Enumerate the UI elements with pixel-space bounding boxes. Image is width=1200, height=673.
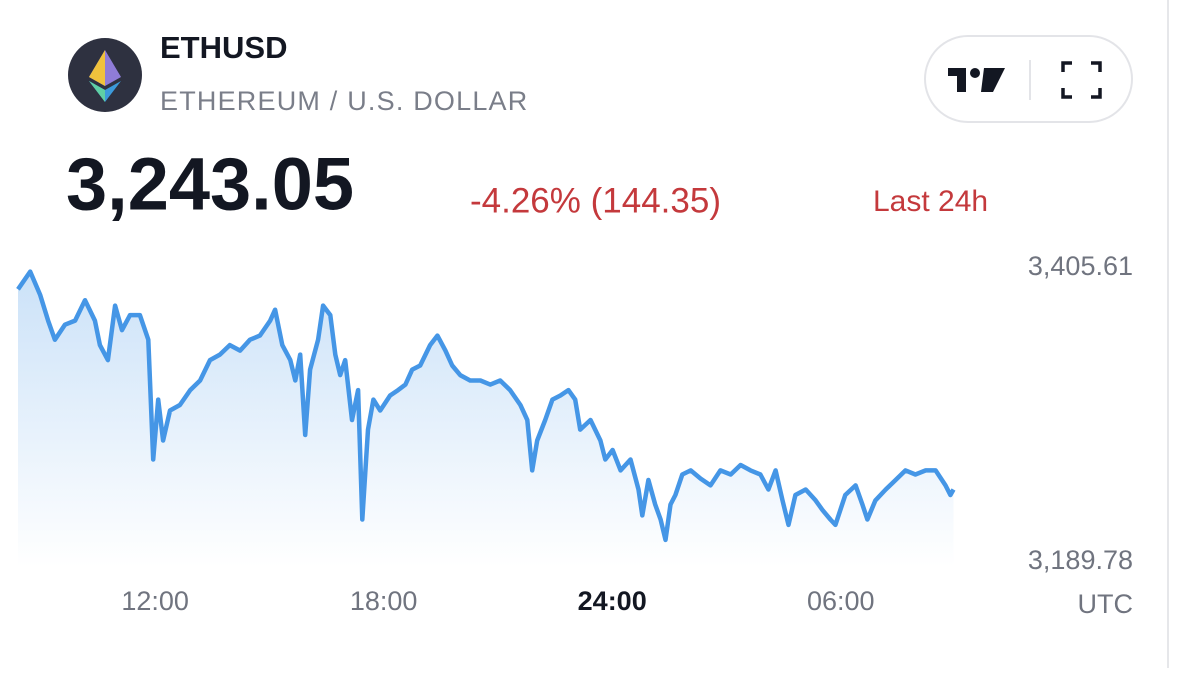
toolbar[interactable] (924, 35, 1133, 123)
y-tick-label: 3,189.78 (1028, 545, 1133, 575)
x-tick-label: 06:00 (807, 586, 875, 616)
y-tick-label: 3,405.61 (1028, 251, 1133, 281)
x-tick-label: 24:00 (578, 586, 647, 616)
price: 3,243.05 (66, 143, 354, 226)
fullscreen-button[interactable] (1061, 61, 1102, 99)
tradingview-button[interactable] (948, 68, 1005, 92)
change: -4.26% (144.35) (470, 181, 721, 220)
symbol: ETHUSD (160, 30, 287, 65)
x-tick-label: 12:00 (121, 586, 189, 616)
x-unit: UTC (1078, 589, 1134, 619)
area-fill (18, 271, 954, 567)
x-tick-label: 18:00 (350, 586, 418, 616)
description: ETHEREUM / U.S. DOLLAR (160, 86, 528, 116)
coin-logo (68, 38, 142, 112)
period: Last 24h (873, 185, 988, 218)
price-line (16, 269, 956, 543)
